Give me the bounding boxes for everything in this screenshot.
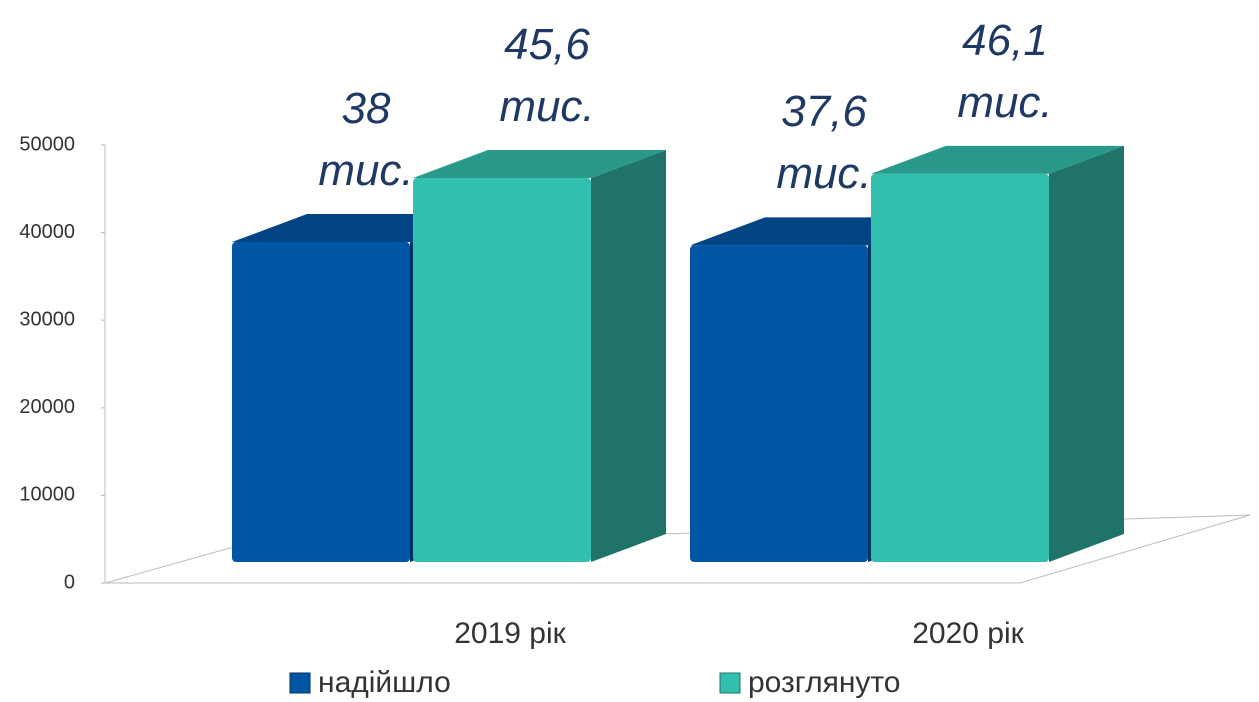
bar	[690, 245, 868, 562]
legend-label: розглянуто	[748, 666, 900, 699]
bar-top	[871, 145, 1124, 174]
value-label: 37,6 тис.	[776, 87, 872, 199]
y-tick-label: 20000	[19, 396, 75, 418]
bar	[871, 173, 1049, 562]
bar-side	[1049, 145, 1124, 562]
legend-label: надійшло	[318, 666, 451, 699]
bar-side	[591, 150, 666, 562]
y-tick-label: 50000	[19, 133, 75, 155]
value-label: 45,6 тис.	[499, 20, 595, 132]
y-tick-label: 30000	[19, 308, 75, 330]
x-tick-label: 2019 рік	[454, 617, 566, 650]
value-label: 38 тис.	[318, 84, 414, 196]
legend-marker	[289, 672, 311, 694]
legend-marker	[719, 672, 741, 694]
value-label: 46,1 тис.	[957, 15, 1053, 127]
bar-top	[413, 150, 666, 179]
floor-front	[105, 514, 1251, 584]
y-tick-label: 10000	[19, 484, 75, 506]
bar	[413, 178, 591, 562]
bar	[232, 242, 410, 563]
y-tick-label: 40000	[19, 221, 75, 243]
x-tick-label: 2020 рік	[912, 617, 1024, 650]
y-tick-label: 0	[64, 571, 75, 593]
